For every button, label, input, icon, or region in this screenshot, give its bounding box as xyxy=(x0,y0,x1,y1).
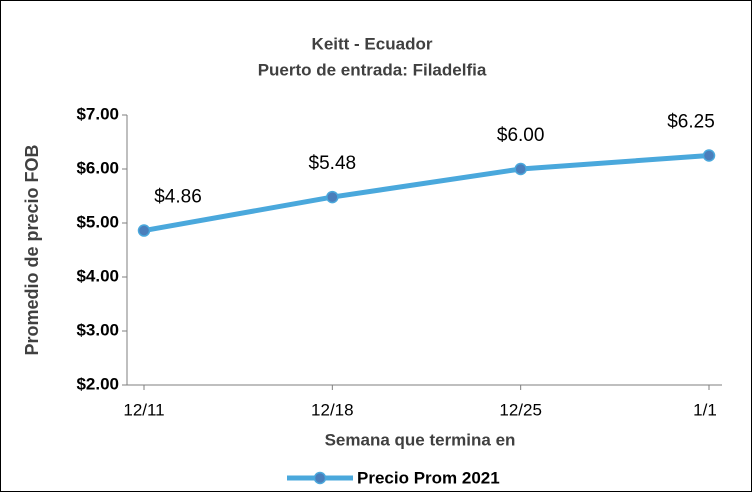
data-label: $5.48 xyxy=(309,153,357,174)
x-tick-label: 1/1 xyxy=(693,400,717,419)
point xyxy=(702,149,716,162)
point xyxy=(137,224,151,237)
legend-marker xyxy=(313,471,327,485)
y-tick-label: $5.00 xyxy=(76,212,119,231)
data-label: $6.25 xyxy=(667,112,715,133)
point xyxy=(326,190,339,204)
chart-title: Keitt - Ecuador xyxy=(312,34,433,53)
y-axis-label: Promedio de precio FOB xyxy=(22,144,42,355)
series-line xyxy=(143,153,710,234)
y-tick-label: $7.00 xyxy=(76,104,119,123)
legend-label: Precio Prom 2021 xyxy=(357,468,500,487)
y-tick-label: $4.00 xyxy=(76,266,119,285)
y-tick-label: $3.00 xyxy=(76,320,119,339)
data-label: $6.00 xyxy=(497,125,545,146)
x-axis-label: Semana que termina en xyxy=(325,430,516,449)
point xyxy=(514,162,527,176)
x-tick-label: 12/25 xyxy=(499,400,542,419)
data-label: $4.86 xyxy=(154,187,202,208)
x-tick-label: 12/11 xyxy=(123,400,164,419)
chart-subtitle: Puerto de entrada: Filadelfia xyxy=(258,60,487,79)
y-tick-label: $2.00 xyxy=(76,374,119,393)
y-tick-label: $6.00 xyxy=(76,158,119,177)
x-tick-label: 12/18 xyxy=(311,400,354,419)
